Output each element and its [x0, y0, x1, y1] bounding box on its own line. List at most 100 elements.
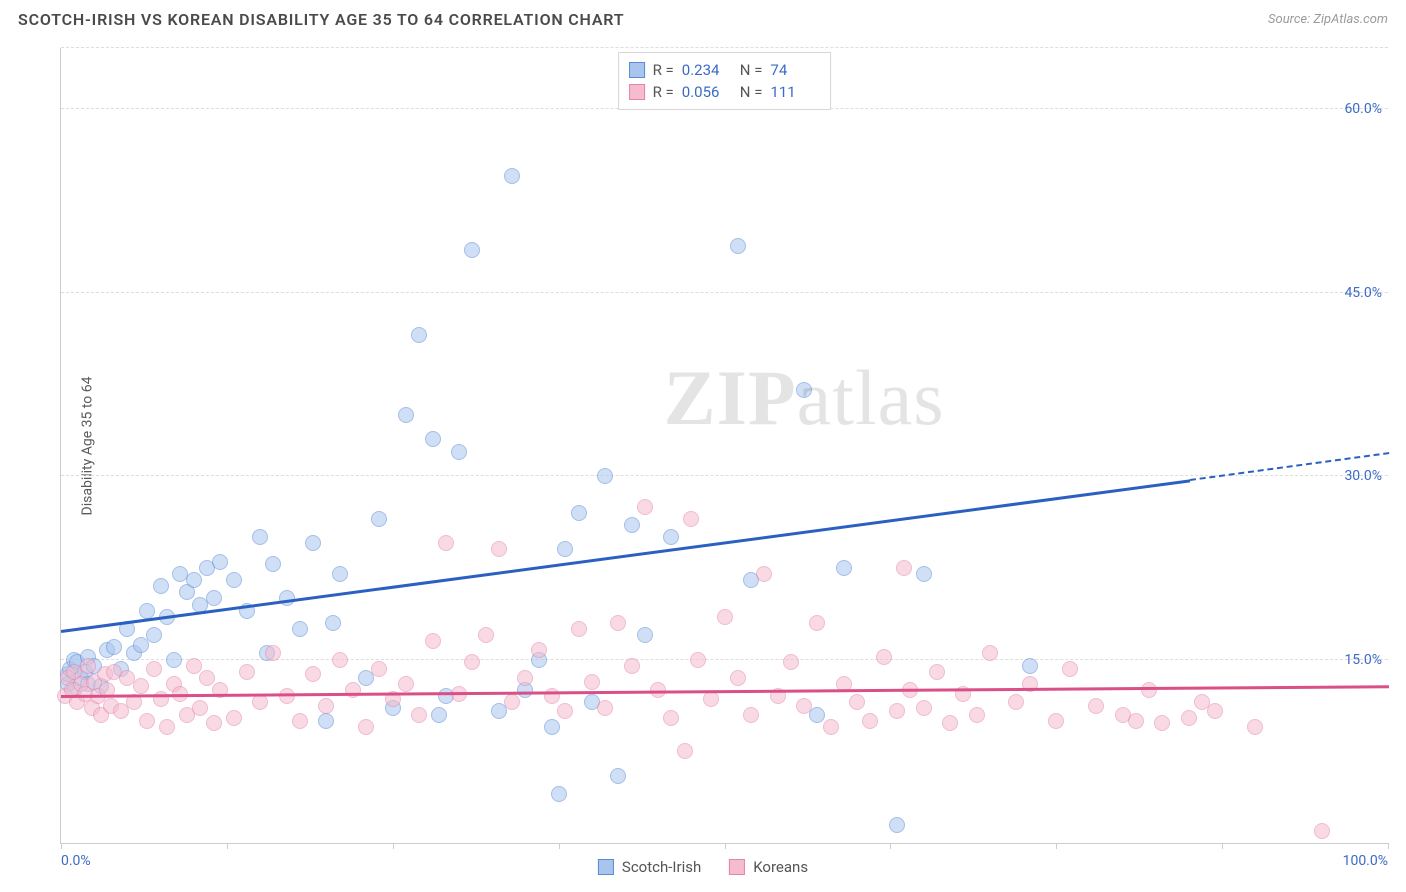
data-point: [982, 645, 998, 661]
data-point: [464, 654, 480, 670]
data-point: [703, 691, 719, 707]
data-point: [199, 670, 215, 686]
legend-swatch: [629, 84, 645, 100]
data-point: [325, 615, 341, 631]
data-point: [206, 715, 222, 731]
data-point: [796, 382, 812, 398]
chart-source: Source: ZipAtlas.com: [1268, 12, 1388, 27]
data-point: [153, 578, 169, 594]
data-point: [637, 627, 653, 643]
data-point: [1062, 661, 1078, 677]
data-point: [186, 658, 202, 674]
x-tick: [61, 843, 62, 849]
chart-header: SCOTCH-IRISH VS KOREAN DISABILITY AGE 35…: [0, 0, 1406, 35]
data-point: [239, 664, 255, 680]
data-point: [624, 658, 640, 674]
data-point: [809, 615, 825, 631]
x-tick: [890, 843, 891, 849]
legend-r-value: 0.234: [682, 61, 732, 79]
data-point: [491, 541, 507, 557]
data-point: [969, 707, 985, 723]
data-point: [451, 444, 467, 460]
data-point: [557, 541, 573, 557]
data-point: [332, 652, 348, 668]
data-point: [80, 658, 96, 674]
data-point: [504, 694, 520, 710]
x-axis-label: 0.0%: [61, 853, 91, 869]
data-point: [663, 710, 679, 726]
data-point: [663, 529, 679, 545]
data-point: [1314, 823, 1330, 839]
data-point: [876, 649, 892, 665]
correlation-legend: R =0.234N =74R =0.056N =111: [618, 52, 832, 110]
y-tick-label: 45.0%: [1344, 285, 1382, 301]
data-point: [1154, 715, 1170, 731]
data-point: [1088, 698, 1104, 714]
x-tick: [393, 843, 394, 849]
series-legend: Scotch-Irish Koreans: [598, 858, 808, 876]
data-point: [292, 713, 308, 729]
gridline: [61, 292, 1388, 293]
data-point: [717, 609, 733, 625]
data-point: [431, 707, 447, 723]
data-point: [226, 710, 242, 726]
data-point: [252, 694, 268, 710]
data-point: [544, 719, 560, 735]
data-point: [1022, 658, 1038, 674]
x-tick: [1388, 843, 1389, 849]
x-axis-label: 100.0%: [1343, 853, 1388, 869]
trend-line: [61, 685, 1389, 697]
data-point: [690, 652, 706, 668]
legend-label: Scotch-Irish: [622, 858, 701, 876]
data-point: [139, 713, 155, 729]
legend-row: R =0.234N =74: [629, 59, 821, 81]
data-point: [318, 713, 334, 729]
data-point: [610, 615, 626, 631]
data-point: [146, 627, 162, 643]
y-tick-label: 60.0%: [1344, 101, 1382, 117]
data-point: [849, 694, 865, 710]
trend-line: [61, 479, 1190, 632]
data-point: [1048, 713, 1064, 729]
data-point: [889, 703, 905, 719]
data-point: [677, 743, 693, 759]
chart-area: Disability Age 35 to 64 ZIPatlas R =0.23…: [48, 48, 1388, 844]
data-point: [1207, 703, 1223, 719]
data-point: [610, 768, 626, 784]
data-point: [637, 499, 653, 515]
data-point: [464, 242, 480, 258]
legend-item: Koreans: [729, 858, 808, 876]
data-point: [305, 535, 321, 551]
plot-area: ZIPatlas R =0.234N =74R =0.056N =111 15.…: [60, 48, 1388, 844]
data-point: [551, 786, 567, 802]
data-point: [252, 529, 268, 545]
data-point: [916, 700, 932, 716]
data-point: [756, 566, 772, 582]
data-point: [1181, 710, 1197, 726]
gridline: [61, 47, 1388, 48]
x-tick: [1222, 843, 1223, 849]
legend-label: Koreans: [753, 858, 808, 876]
y-tick-label: 15.0%: [1344, 652, 1382, 668]
data-point: [425, 431, 441, 447]
data-point: [571, 505, 587, 521]
x-tick: [227, 843, 228, 849]
data-point: [411, 327, 427, 343]
data-point: [139, 603, 155, 619]
data-point: [438, 535, 454, 551]
data-point: [929, 664, 945, 680]
data-point: [106, 639, 122, 655]
legend-swatch: [598, 859, 614, 875]
data-point: [1247, 719, 1263, 735]
data-point: [557, 703, 573, 719]
data-point: [133, 678, 149, 694]
x-tick: [725, 843, 726, 849]
data-point: [146, 661, 162, 677]
data-point: [159, 719, 175, 735]
data-point: [1008, 694, 1024, 710]
data-point: [1128, 713, 1144, 729]
data-point: [624, 517, 640, 533]
data-point: [166, 652, 182, 668]
data-point: [358, 719, 374, 735]
data-point: [517, 670, 533, 686]
